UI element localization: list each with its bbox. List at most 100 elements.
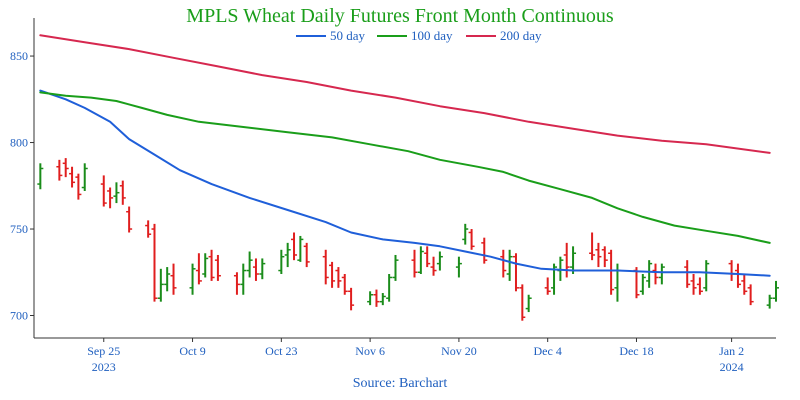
ohlc-bar (468, 229, 475, 250)
ohlc-bar (563, 242, 570, 278)
ohlc-bar (126, 206, 133, 233)
ohlc-bar (208, 249, 215, 281)
ohlc-bar (690, 274, 697, 295)
y-tick-label: 700 (10, 309, 28, 323)
x-tick-label: Nov 20 (441, 344, 477, 358)
x-tick-label: Oct 23 (265, 344, 297, 358)
ohlc-bar (436, 251, 443, 271)
ohlc-bar (170, 263, 177, 295)
ohlc-bar (481, 237, 488, 264)
ohlc-bar (525, 294, 532, 313)
ohlc-bar (658, 263, 665, 285)
ohlc-bar (551, 263, 558, 295)
ohlc-bar (747, 284, 754, 306)
ohlc-bar (411, 249, 418, 278)
source-note: Source: Barchart (353, 376, 448, 391)
ohlc-bar (157, 268, 164, 302)
ohlc-bar (119, 180, 126, 205)
ohlc-bar (696, 277, 703, 295)
ohlc-bar (56, 159, 63, 181)
x-axis-ticks: Sep 25 2023 Oct 9 Oct 23 Nov 6 Nov 20 Dec 4 Dec… (87, 338, 744, 374)
ohlc-bar (424, 246, 431, 268)
ohlc-bar (81, 163, 88, 191)
ohlc-bar (595, 242, 602, 268)
x-tick-year: 2023 (92, 360, 116, 374)
ohlc-bar (703, 260, 710, 292)
ohlc-bar (303, 242, 310, 268)
ohlc-bar (107, 187, 114, 209)
ohlc-bar (773, 280, 779, 302)
ohlc-bar (601, 246, 608, 268)
moving-average-lines (39, 34, 771, 277)
ohlc-bar (195, 253, 202, 285)
ohlc-bar (506, 249, 513, 281)
ohlc-bar (734, 263, 741, 288)
chart-title: MPLS Wheat Daily Futures Front Month Con… (186, 5, 614, 27)
series-line-100-day (39, 91, 771, 244)
ohlc-bar (348, 287, 355, 311)
ohlc-bar (297, 235, 304, 262)
y-tick-label: 800 (10, 136, 28, 150)
y-tick-label: 850 (10, 49, 28, 63)
ohlc-bar (322, 249, 329, 285)
x-tick-label: Nov 6 (355, 344, 385, 358)
ohlc-bar (278, 249, 285, 274)
ohlc-bar (259, 258, 266, 280)
ohlc-bar (113, 182, 120, 204)
ohlc-bar (570, 246, 577, 274)
x-tick-label: Sep 25 (87, 344, 120, 358)
ohlc-bar (329, 261, 336, 288)
ohlc-bar (544, 277, 551, 295)
ohlc-bar (728, 260, 735, 281)
ohlc-bar (75, 173, 82, 200)
ohlc-bar (240, 263, 247, 295)
ohlc-bar (512, 253, 519, 292)
ohlc-bar (646, 260, 653, 288)
ohlc-bar (62, 158, 69, 178)
y-axis-ticks: 700 750 800 850 (10, 49, 34, 323)
ohlc-bar (202, 253, 209, 278)
y-tick-label: 750 (10, 222, 28, 236)
ohlc-bar (417, 246, 424, 274)
series-line-50-day (39, 89, 771, 277)
ohlc-bar (455, 256, 462, 278)
ohlc-bar (741, 274, 748, 295)
ohlc-bar (69, 166, 76, 188)
x-tick-year: 2024 (720, 360, 744, 374)
ohlc-bar (189, 263, 196, 295)
ohlc-bar (367, 291, 374, 306)
ohlc-bar (639, 274, 646, 295)
x-tick-label: Dec 4 (534, 344, 562, 358)
ohlc-bar (379, 293, 386, 306)
series-line-200-day (39, 34, 771, 154)
ohlc-bar (652, 263, 659, 285)
x-tick-label: Jan 2 (719, 344, 744, 358)
x-tick-label: Oct 9 (179, 344, 205, 358)
ohlc-bar (284, 242, 291, 268)
ohlc-bar (766, 294, 773, 309)
legend: 50 day 100 day 200 day (296, 28, 542, 43)
ohlc-bar (392, 254, 399, 281)
ohlc-bar (462, 223, 469, 245)
legend-label-200-day: 200 day (500, 28, 542, 43)
price-bars (37, 158, 779, 321)
ohlc-bar (164, 267, 171, 292)
legend-label-50-day: 50 day (330, 28, 366, 43)
x-tick-label: Dec 18 (619, 344, 653, 358)
ohlc-bar (151, 223, 158, 302)
ohlc-bar (589, 232, 596, 261)
ohlc-bar (519, 284, 526, 321)
ohlc-bar (373, 289, 380, 307)
ohlc-bar (100, 175, 107, 207)
ohlc-bar (145, 220, 152, 238)
ohlc-bar (684, 260, 691, 288)
ohlc-bar (335, 267, 342, 288)
ohlc-bar (291, 232, 298, 261)
ohlc-bar (386, 274, 393, 302)
ohlc-bar (233, 272, 240, 295)
ohlc-bar (252, 258, 259, 281)
ohlc-bar (341, 274, 348, 295)
ohlc-bar (608, 249, 615, 295)
ohlc-bar (430, 256, 437, 276)
